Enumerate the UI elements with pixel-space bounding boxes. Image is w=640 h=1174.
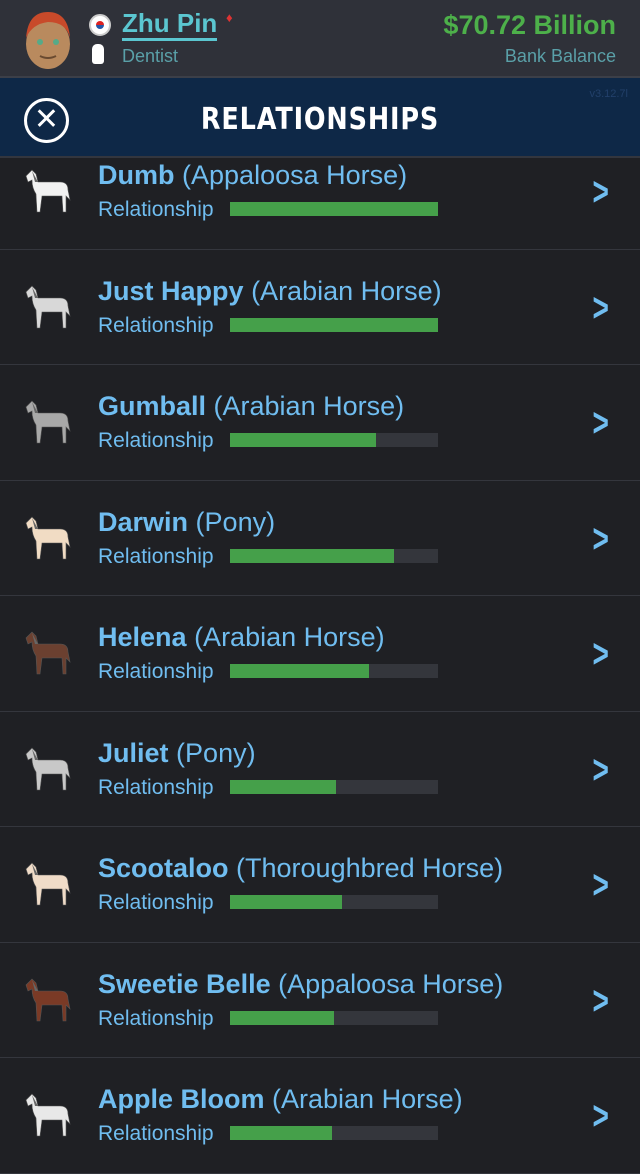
relationship-bar xyxy=(230,317,438,332)
pet-breed: (Arabian Horse) xyxy=(272,1084,463,1114)
pet-name-text: Sweetie Belle xyxy=(98,968,271,999)
relationship-bar-fill xyxy=(230,895,343,909)
pet-name: Apple Bloom (Arabian Horse) xyxy=(98,1084,463,1115)
bank-balance-label: Bank Balance xyxy=(504,46,616,66)
horse-icon xyxy=(25,978,71,1021)
relationship-bar xyxy=(230,895,438,909)
pet-name-text: Darwin xyxy=(98,506,189,537)
list-item[interactable]: Helena (Arabian Horse) Relationship > xyxy=(0,596,640,712)
occupation: Dentist xyxy=(122,46,179,66)
chevron-right-icon[interactable]: > xyxy=(592,632,609,676)
pet-name: Sweetie Belle (Appaloosa Horse) xyxy=(98,969,503,1000)
country-flag-icon xyxy=(89,14,111,36)
version-label: v3.12.7l xyxy=(589,88,628,100)
relationship-bar-fill xyxy=(230,548,395,563)
pet-name: Just Happy (Arabian Horse) xyxy=(98,276,442,307)
relationship-bar-fill xyxy=(230,202,438,216)
list-item[interactable]: Darwin (Pony) Relationship > xyxy=(0,480,640,596)
relationship-bar xyxy=(230,779,438,794)
pet-name-text: Dumb xyxy=(98,160,175,190)
horse-icon xyxy=(25,169,71,213)
relationship-bar xyxy=(230,548,438,563)
tooth-icon xyxy=(92,44,104,64)
horse-icon xyxy=(25,631,71,675)
relationship-label: Relationship xyxy=(98,1006,214,1030)
close-button[interactable]: ✕ xyxy=(24,98,69,143)
horse-icon xyxy=(25,516,71,559)
relationship-bar-fill xyxy=(230,779,337,794)
list-item[interactable]: Scootaloo (Thoroughbred Horse) Relations… xyxy=(0,827,640,943)
pet-name: Scootaloo (Thoroughbred Horse) xyxy=(98,853,503,884)
pet-breed: (Arabian Horse) xyxy=(251,275,442,306)
horse-icon xyxy=(25,285,71,328)
pet-breed: (Arabian Horse) xyxy=(213,391,405,421)
pet-name: Darwin (Pony) xyxy=(98,507,275,538)
nav-bar: ✕ RELATIONSHIPS v3.12.7l xyxy=(0,78,640,158)
horse-icon xyxy=(25,862,71,906)
relationship-label: Relationship xyxy=(98,660,214,683)
relationship-label: Relationship xyxy=(98,1122,214,1145)
horse-icon xyxy=(25,1093,71,1137)
page-title: RELATIONSHIPS xyxy=(200,102,440,137)
relationship-bar xyxy=(230,1126,438,1140)
chevron-right-icon[interactable]: > xyxy=(592,1094,609,1138)
horse-icon xyxy=(25,747,71,790)
pet-breed: (Appaloosa Horse) xyxy=(278,968,504,999)
pet-breed: (Pony) xyxy=(176,737,256,768)
relationship-list[interactable]: Dumb (Appaloosa Horse) Relationship > Ju… xyxy=(0,134,640,1174)
pet-name-text: Apple Bloom xyxy=(98,1084,265,1114)
chevron-right-icon[interactable]: > xyxy=(592,747,609,792)
pet-breed: (Pony) xyxy=(195,506,276,537)
relationship-label: Relationship xyxy=(98,891,214,914)
pet-name: Juliet (Pony) xyxy=(98,738,256,769)
chevron-right-icon[interactable]: > xyxy=(592,863,609,907)
list-item[interactable]: Juliet (Pony) Relationship > xyxy=(0,711,640,827)
pet-name: Dumb (Appaloosa Horse) xyxy=(98,160,407,191)
character-name[interactable]: Zhu Pin xyxy=(122,8,218,41)
chevron-right-icon[interactable]: > xyxy=(592,516,609,561)
list-item[interactable]: Gumball (Arabian Horse) Relationship > xyxy=(0,365,640,481)
relationship-bar xyxy=(230,202,438,216)
relationship-bar-fill xyxy=(230,1126,332,1140)
avatar[interactable] xyxy=(22,8,74,70)
chevron-right-icon[interactable]: > xyxy=(592,285,609,330)
pet-breed: (Appaloosa Horse) xyxy=(182,160,408,190)
list-item[interactable]: Sweetie Belle (Appaloosa Horse) Relation… xyxy=(0,942,640,1058)
relationship-label: Relationship xyxy=(98,775,214,799)
pet-name-text: Gumball xyxy=(98,391,207,421)
relationship-bar xyxy=(230,433,438,447)
chevron-right-icon[interactable]: > xyxy=(592,170,609,214)
relationship-bar-fill xyxy=(230,664,370,678)
horse-icon xyxy=(25,400,71,444)
theater-masks-icon: ♦ xyxy=(226,10,233,25)
relationship-label: Relationship xyxy=(98,429,214,452)
relationship-bar xyxy=(230,664,438,678)
pet-name-text: Juliet xyxy=(98,737,169,768)
relationship-label: Relationship xyxy=(98,544,214,568)
profile-header: Zhu Pin ♦ Dentist $70.72 Billion Bank Ba… xyxy=(0,0,640,78)
chevron-right-icon[interactable]: > xyxy=(592,978,609,1023)
chevron-right-icon[interactable]: > xyxy=(592,401,609,445)
pet-name-text: Scootaloo xyxy=(98,853,229,883)
pet-name-text: Helena xyxy=(98,622,187,652)
list-item[interactable]: Apple Bloom (Arabian Horse) Relationship… xyxy=(0,1058,640,1174)
relationship-bar xyxy=(230,1010,438,1025)
list-item[interactable]: Just Happy (Arabian Horse) Relationship … xyxy=(0,249,640,365)
relationship-label: Relationship xyxy=(98,313,214,337)
pet-breed: (Arabian Horse) xyxy=(194,622,385,652)
relationship-bar-fill xyxy=(230,1010,334,1025)
pet-breed: (Thoroughbred Horse) xyxy=(236,853,504,883)
relationship-label: Relationship xyxy=(98,198,214,221)
relationship-bar-fill xyxy=(230,433,376,447)
pet-name: Helena (Arabian Horse) xyxy=(98,622,385,653)
relationship-bar-fill xyxy=(230,317,438,332)
pet-name-text: Just Happy xyxy=(98,275,244,306)
bank-balance: $70.72 Billion xyxy=(443,10,616,40)
pet-name: Gumball (Arabian Horse) xyxy=(98,391,404,422)
